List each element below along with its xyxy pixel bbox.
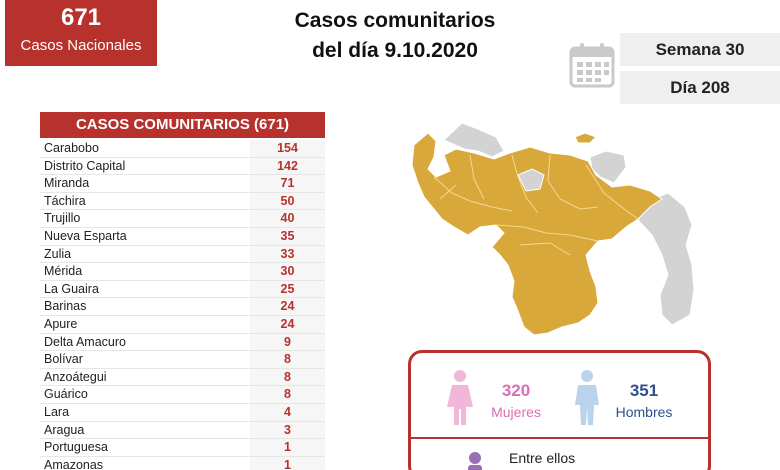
map-region-gray-west	[517, 168, 545, 192]
table-row: Zulia 33	[40, 245, 325, 264]
week-badge: Semana 30	[620, 33, 780, 66]
state-name: Nueva Esparta	[40, 227, 250, 245]
state-name: Aragua	[40, 421, 250, 439]
children-text: Entre ellos	[509, 450, 576, 466]
table-row: Mérida 30	[40, 263, 325, 281]
state-case-count: 3	[250, 421, 325, 439]
table-title: CASOS COMUNITARIOS (671)	[40, 112, 325, 138]
table-row: Apure 24	[40, 315, 325, 334]
table-row: Delta Amacuro 9	[40, 333, 325, 352]
state-case-count: 9	[250, 333, 325, 351]
state-case-count: 30	[250, 263, 325, 280]
state-name: Mérida	[40, 263, 250, 280]
state-case-count: 40	[250, 210, 325, 227]
panel-divider	[411, 437, 708, 439]
table-row: Bolívar 8	[40, 351, 325, 369]
table-row: Distrito Capital 142	[40, 157, 325, 176]
national-cases-count: 671	[60, 4, 102, 31]
day-badge: Día 208	[620, 71, 780, 104]
table-row: Táchira 50	[40, 192, 325, 211]
state-name: Lara	[40, 403, 250, 421]
table-row: Barinas 24	[40, 298, 325, 316]
state-case-count: 24	[250, 315, 325, 333]
state-case-count: 33	[250, 245, 325, 263]
map-region-gray-island	[574, 132, 597, 144]
state-name: Bolívar	[40, 351, 250, 368]
map-region-gray-east	[637, 192, 695, 326]
state-case-count: 8	[250, 386, 325, 403]
title-line-1: Casos comunitarios	[294, 9, 496, 32]
state-case-count: 1	[250, 456, 325, 470]
table-row: La Guaira 25	[40, 280, 325, 299]
children-icon	[468, 452, 482, 470]
table-row: Guárico 8	[40, 386, 325, 404]
state-name: Delta Amacuro	[40, 333, 250, 351]
venezuela-map	[411, 122, 695, 336]
state-name: Anzoátegui	[40, 368, 250, 386]
table-row: Aragua 3	[40, 421, 325, 440]
state-case-count: 8	[250, 368, 325, 386]
table-row: Miranda 71	[40, 175, 325, 193]
male-label: Hombres	[615, 404, 673, 420]
page-title: Casos comunitarios del día 9.10.2020	[250, 6, 540, 66]
female-label: Mujeres	[491, 404, 541, 420]
state-case-count: 71	[250, 175, 325, 192]
state-name: Guárico	[40, 386, 250, 403]
map-region-gold-main	[411, 132, 663, 336]
state-table: Carabobo 154 Distrito Capital 142 Miranda 71 T…	[40, 140, 325, 470]
state-case-count: 4	[250, 403, 325, 421]
state-name: La Guaira	[40, 280, 250, 298]
state-case-count: 35	[250, 227, 325, 245]
state-case-count: 142	[250, 157, 325, 175]
table-row: Amazonas 1	[40, 456, 325, 470]
state-name: Portuguesa	[40, 439, 250, 456]
table-row: Portuguesa 1	[40, 439, 325, 457]
map-region-gray-north	[443, 122, 505, 158]
national-cases-box: 671 Casos Nacionales	[5, 0, 157, 66]
female-icon	[447, 370, 473, 425]
table-row: Anzoátegui 8	[40, 368, 325, 387]
national-cases-label: Casos Nacionales	[20, 37, 142, 54]
state-case-count: 50	[250, 192, 325, 210]
state-name: Miranda	[40, 175, 250, 192]
title-line-2: del día 9.10.2020	[312, 39, 478, 62]
state-case-count: 1	[250, 439, 325, 456]
state-name: Zulia	[40, 245, 250, 263]
table-row: Carabobo 154	[40, 140, 325, 158]
male-count: 351	[629, 381, 659, 400]
table-row: Nueva Esparta 35	[40, 227, 325, 246]
state-name: Amazonas	[40, 456, 250, 470]
state-name: Trujillo	[40, 210, 250, 227]
state-case-count: 24	[250, 298, 325, 315]
state-case-count: 8	[250, 351, 325, 368]
state-name: Barinas	[40, 298, 250, 315]
male-icon	[575, 370, 599, 425]
table-row: Trujillo 40	[40, 210, 325, 228]
state-name: Táchira	[40, 192, 250, 210]
table-row: Lara 4	[40, 403, 325, 422]
female-count: 320	[501, 381, 531, 400]
state-name: Carabobo	[40, 140, 250, 157]
gender-panel: 320 Mujeres 351 Hombres Entre ellos	[408, 350, 711, 470]
state-case-count: 25	[250, 280, 325, 298]
state-name: Apure	[40, 315, 250, 333]
state-case-count: 154	[250, 140, 325, 157]
state-name: Distrito Capital	[40, 157, 250, 175]
calendar-icon	[569, 43, 615, 88]
